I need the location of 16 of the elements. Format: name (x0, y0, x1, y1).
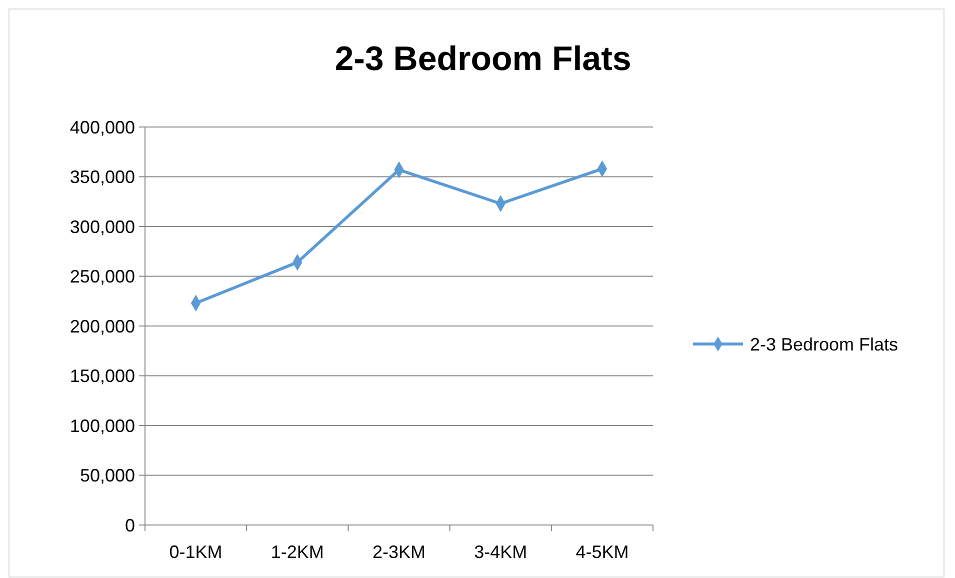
y-tick-label: 200,000 (70, 316, 135, 336)
y-tick-label: 250,000 (70, 266, 135, 287)
y-tick-label: 50,000 (80, 466, 135, 486)
y-tick-label: 300,000 (70, 216, 135, 237)
chart-title: 2-3 Bedroom Flats (334, 40, 632, 78)
y-tick-label: 100,000 (70, 416, 135, 436)
x-tick-label: 0-1KM (169, 542, 222, 562)
x-tick-label: 1-2KM (270, 542, 324, 562)
y-tick-label: 350,000 (70, 167, 135, 188)
x-tick-label: 2-3KM (372, 542, 426, 562)
legend-label: 2-3 Bedroom Flats (750, 334, 898, 354)
y-tick-label: 400,000 (70, 117, 135, 138)
x-tick-label: 4-5KM (576, 542, 629, 562)
y-tick-label: 0 (124, 515, 135, 536)
y-tick-label: 150,000 (70, 366, 135, 386)
x-tick-label: 3-4KM (474, 542, 528, 562)
